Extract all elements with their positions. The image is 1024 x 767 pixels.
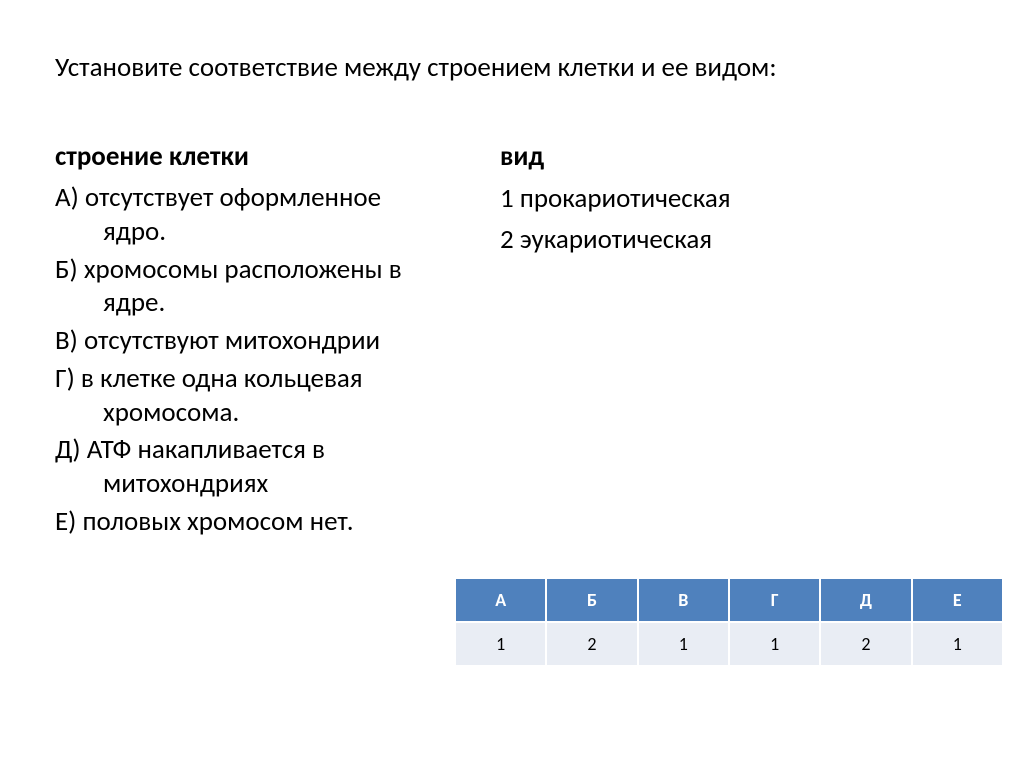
list-item: Б) хромосомы расположены в ядре.: [55, 253, 460, 321]
columns: строение клетки А) отсутствует оформленн…: [55, 140, 969, 543]
item-text: отсутствует оформленное: [85, 181, 381, 214]
table-header-cell: В: [638, 578, 729, 622]
left-column: строение клетки А) отсутствует оформленн…: [55, 140, 460, 543]
item-text: хромосомы расположены в: [84, 253, 402, 286]
table-header-cell: Д: [820, 578, 911, 622]
item-letter: Г): [55, 362, 75, 395]
item-letter: Д): [55, 433, 81, 466]
item-text: АТФ накапливается в: [87, 433, 325, 466]
item-text: половых хромосом нет.: [82, 505, 353, 538]
table-cell: 1: [729, 622, 820, 666]
table-cell: 1: [638, 622, 729, 666]
table-cell: 1: [455, 622, 546, 666]
item-cont: хромосома.: [55, 396, 460, 430]
item-text: в клетке одна кольцевая: [81, 362, 363, 395]
table-cell: 2: [820, 622, 911, 666]
question-title: Установите соответствие между строением …: [55, 50, 969, 85]
right-heading: вид: [500, 140, 969, 173]
item-letter: А): [55, 181, 79, 214]
list-item: Д) АТФ накапливается в митохондриях: [55, 433, 460, 501]
right-column: вид 1 прокариотическая 2 эукариотическая: [500, 140, 969, 543]
item-text: отсутствуют митохондрии: [84, 324, 380, 357]
table-header-cell: Е: [912, 578, 1003, 622]
right-item: 1 прокариотическая: [500, 181, 969, 217]
table-header-cell: Б: [546, 578, 637, 622]
item-cont: ядре.: [55, 286, 460, 320]
left-heading: строение клетки: [55, 140, 460, 173]
table-cell: 2: [546, 622, 637, 666]
table-header-cell: Г: [729, 578, 820, 622]
table-header-cell: А: [455, 578, 546, 622]
item-letter: В): [55, 324, 78, 357]
item-letter: Е): [55, 505, 76, 538]
right-item: 2 эукариотическая: [500, 222, 969, 258]
item-cont: митохондриях: [55, 467, 460, 501]
list-item: Г) в клетке одна кольцевая хромосома.: [55, 362, 460, 430]
answer-table: А Б В Г Д Е 1 2 1 1 2 1: [454, 577, 1004, 667]
slide: Установите соответствие между строением …: [0, 0, 1024, 767]
table-cell: 1: [912, 622, 1003, 666]
table-header-row: А Б В Г Д Е: [455, 578, 1003, 622]
list-item: В) отсутствуют митохондрии: [55, 324, 460, 358]
list-item: А) отсутствует оформленное ядро.: [55, 181, 460, 249]
list-item: Е) половых хромосом нет.: [55, 505, 460, 539]
item-cont: ядро.: [55, 215, 460, 249]
item-letter: Б): [55, 253, 78, 286]
table-row: 1 2 1 1 2 1: [455, 622, 1003, 666]
